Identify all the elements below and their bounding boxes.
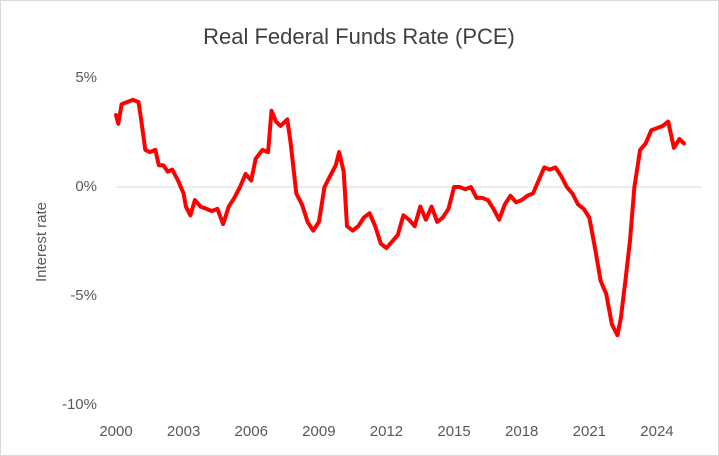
x-tick-label: 2021 [573, 423, 606, 440]
y-tick-label: -5% [70, 287, 97, 304]
x-tick-label: 2024 [640, 423, 673, 440]
y-axis-label: Interest rate [33, 202, 50, 282]
x-tick-label: 2018 [505, 423, 538, 440]
x-tick-label: 2003 [167, 423, 200, 440]
x-tick-label: 2000 [99, 423, 132, 440]
line-series [114, 97, 686, 338]
y-tick-label: -10% [62, 396, 97, 413]
y-tick-label: 0% [75, 178, 97, 195]
chart-title: Real Federal Funds Rate (PCE) [203, 24, 515, 49]
x-tick-label: 2009 [302, 423, 335, 440]
x-tick-label: 2006 [235, 423, 268, 440]
x-tick-label: 2015 [437, 423, 470, 440]
y-tick-label: 5% [75, 69, 97, 86]
x-tick-label: 2012 [370, 423, 403, 440]
